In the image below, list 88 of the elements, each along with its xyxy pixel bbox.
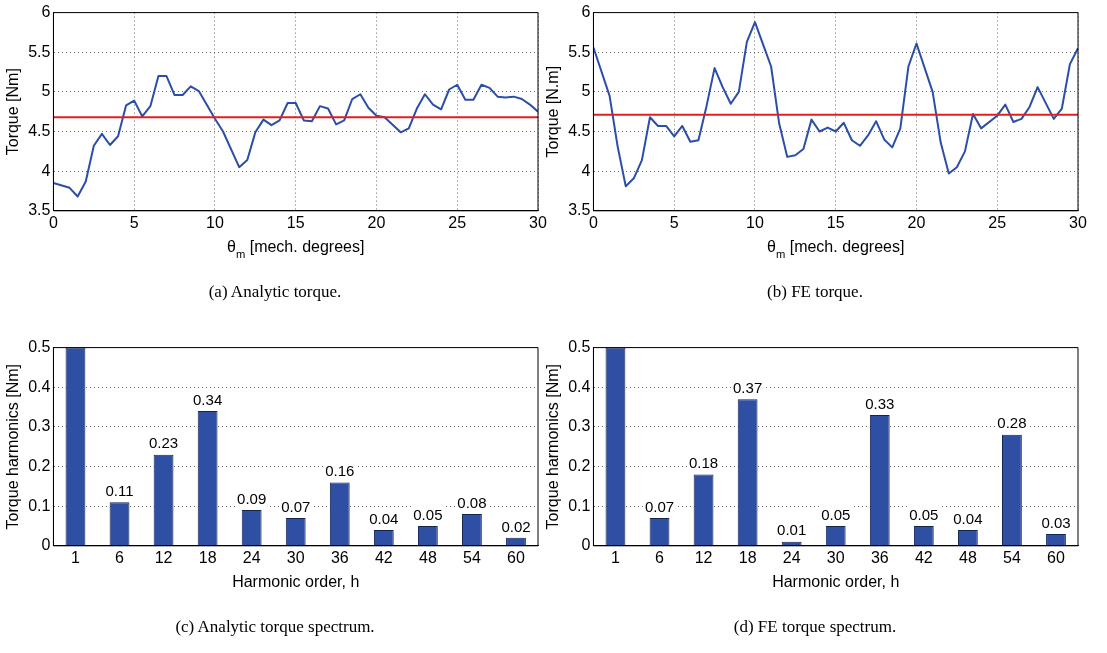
data-label: 0.07 <box>281 497 311 515</box>
y-tick-label: 4 <box>41 161 51 179</box>
x-tick-label: 20 <box>907 213 926 231</box>
x-tick-label: 48 <box>418 548 437 566</box>
data-label: 0.05 <box>821 505 851 523</box>
y-tick-label: 6 <box>581 3 591 21</box>
y-tick-label: 6 <box>41 3 51 21</box>
y-tick-label: 0.4 <box>28 377 51 395</box>
x-tick-label: 18 <box>198 548 217 566</box>
x-tick-label: 36 <box>330 548 349 566</box>
y-tick-label: 0 <box>41 536 51 554</box>
data-label: 0.04 <box>953 509 983 527</box>
data-label: 0.18 <box>688 454 719 472</box>
y-tick-label: 4.5 <box>28 121 51 139</box>
y-tick-label: 0.2 <box>568 456 591 474</box>
x-tick-label: 15 <box>286 213 305 231</box>
x-tick-label: 30 <box>826 548 845 566</box>
data-label: 0.08 <box>457 493 487 511</box>
x-tick-label: 5 <box>129 213 139 231</box>
x-tick-label: 24 <box>782 548 801 566</box>
data-label: 0.28 <box>997 414 1027 432</box>
text: (a) Analytic torque. <box>207 282 343 302</box>
y-tick-label: 3.5 <box>568 201 591 219</box>
data-label: 0.16 <box>325 462 355 480</box>
x-tick-label: 10 <box>746 213 764 231</box>
x-tick-label: 25 <box>448 213 467 231</box>
x-tick-label: 60 <box>1047 548 1065 566</box>
data-label: 0.05 <box>413 505 443 523</box>
data-label: 0.11 <box>105 481 134 499</box>
x-tick-label: 18 <box>738 548 757 566</box>
x-tick-label: 15 <box>826 213 845 231</box>
data-label: 0.23 <box>148 434 179 452</box>
y-tick-label: 0.1 <box>568 496 591 514</box>
x-tick-label: 5 <box>669 213 679 231</box>
x-tick-label: 30 <box>286 548 305 566</box>
text: (d) FE torque spectrum. <box>732 617 898 637</box>
data-label: 0.09 <box>237 489 267 507</box>
data-label: 0.03 <box>1041 513 1071 531</box>
y-axis-title: Torque [Nm] <box>4 68 22 156</box>
x-tick-label: 54 <box>1003 548 1021 566</box>
x-tick-label: 30 <box>529 213 547 231</box>
y-tick-label: 4.5 <box>568 121 591 139</box>
x-tick-label: 12 <box>694 548 713 566</box>
x-tick-label: 6 <box>655 548 665 566</box>
x-tick-label: 25 <box>988 213 1007 231</box>
y-axis-title: Torque harmonics [Nm] <box>4 364 22 530</box>
x-tick-label: 48 <box>958 548 977 566</box>
y-axis-title: Torque harmonics [Nm] <box>544 364 562 530</box>
y-tick-label: 5 <box>41 82 51 100</box>
y-axis-title: Torque [N.m] <box>544 65 562 158</box>
y-tick-label: 0.5 <box>568 338 591 356</box>
y-tick-label: 4 <box>581 161 591 179</box>
y-tick-label: 0.5 <box>28 338 51 356</box>
data-label: 0.07 <box>644 497 675 515</box>
x-tick-label: 54 <box>463 548 481 566</box>
y-tick-label: 5 <box>581 82 591 100</box>
x-tick-label: 12 <box>154 548 173 566</box>
data-label: 0.04 <box>369 509 399 527</box>
x-tick-label: 30 <box>1069 213 1087 231</box>
text: (b) FE torque. <box>766 282 864 302</box>
data-label: 0.05 <box>909 505 939 523</box>
x-axis-title: Harmonic order, h <box>232 573 360 590</box>
data-label: 0.34 <box>193 390 223 408</box>
x-tick-label: 60 <box>507 548 525 566</box>
text: (c) Analytic torque spectrum. <box>174 617 376 637</box>
y-tick-label: 0 <box>581 536 591 554</box>
x-tick-label: 10 <box>206 213 224 231</box>
x-tick-label: 36 <box>870 548 889 566</box>
x-axis-title: Harmonic order, h <box>772 573 900 590</box>
y-tick-label: 0.4 <box>568 377 591 395</box>
x-tick-label: 42 <box>374 548 393 566</box>
x-tick-label: 20 <box>367 213 386 231</box>
data-label: 0.02 <box>501 517 531 535</box>
x-tick-label: 42 <box>914 548 933 566</box>
x-tick-label: 1 <box>611 548 621 566</box>
data-label: 0.33 <box>865 394 895 412</box>
data-label: 0.37 <box>733 378 763 396</box>
y-tick-label: 0.3 <box>28 417 51 435</box>
y-tick-label: 3.5 <box>28 201 51 219</box>
y-tick-label: 0.3 <box>568 417 591 435</box>
y-tick-label: 0.2 <box>28 456 51 474</box>
x-tick-label: 6 <box>115 548 125 566</box>
y-tick-label: 5.5 <box>568 42 591 60</box>
y-tick-label: 0.1 <box>28 496 51 514</box>
x-tick-label: 1 <box>71 548 81 566</box>
x-tick-label: 24 <box>242 548 261 566</box>
y-tick-label: 5.5 <box>28 42 51 60</box>
data-label: 0.01 <box>777 521 807 539</box>
